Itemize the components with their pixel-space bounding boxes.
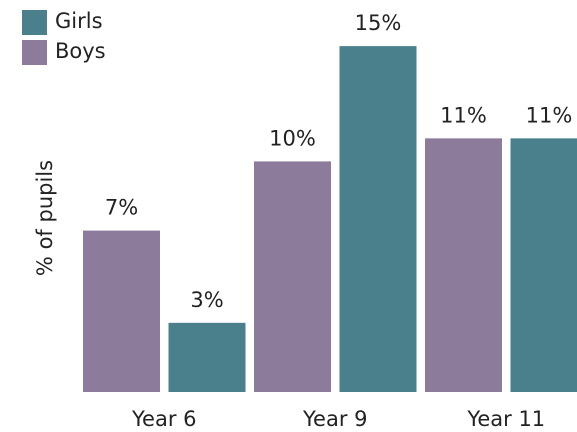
bar — [168, 322, 246, 392]
x-tick-label: Year 9 — [302, 407, 368, 431]
bar — [339, 46, 417, 392]
value-label: 7% — [105, 196, 138, 220]
value-label: 15% — [355, 11, 402, 35]
legend-swatch — [22, 40, 47, 65]
value-label: 11% — [526, 103, 573, 127]
legend-label: Girls — [55, 9, 103, 33]
legend-swatch — [22, 10, 47, 35]
bar — [425, 138, 502, 392]
value-label: 3% — [190, 288, 223, 312]
x-tick-label: Year 11 — [466, 407, 545, 431]
value-label: 11% — [440, 103, 487, 127]
legend-label: Boys — [55, 39, 106, 63]
bar — [83, 230, 160, 392]
bar — [254, 161, 331, 392]
x-tick-label: Year 6 — [131, 407, 197, 431]
y-axis-label: % of pupils — [33, 160, 57, 276]
bar — [510, 138, 577, 392]
value-label: 10% — [269, 126, 316, 150]
